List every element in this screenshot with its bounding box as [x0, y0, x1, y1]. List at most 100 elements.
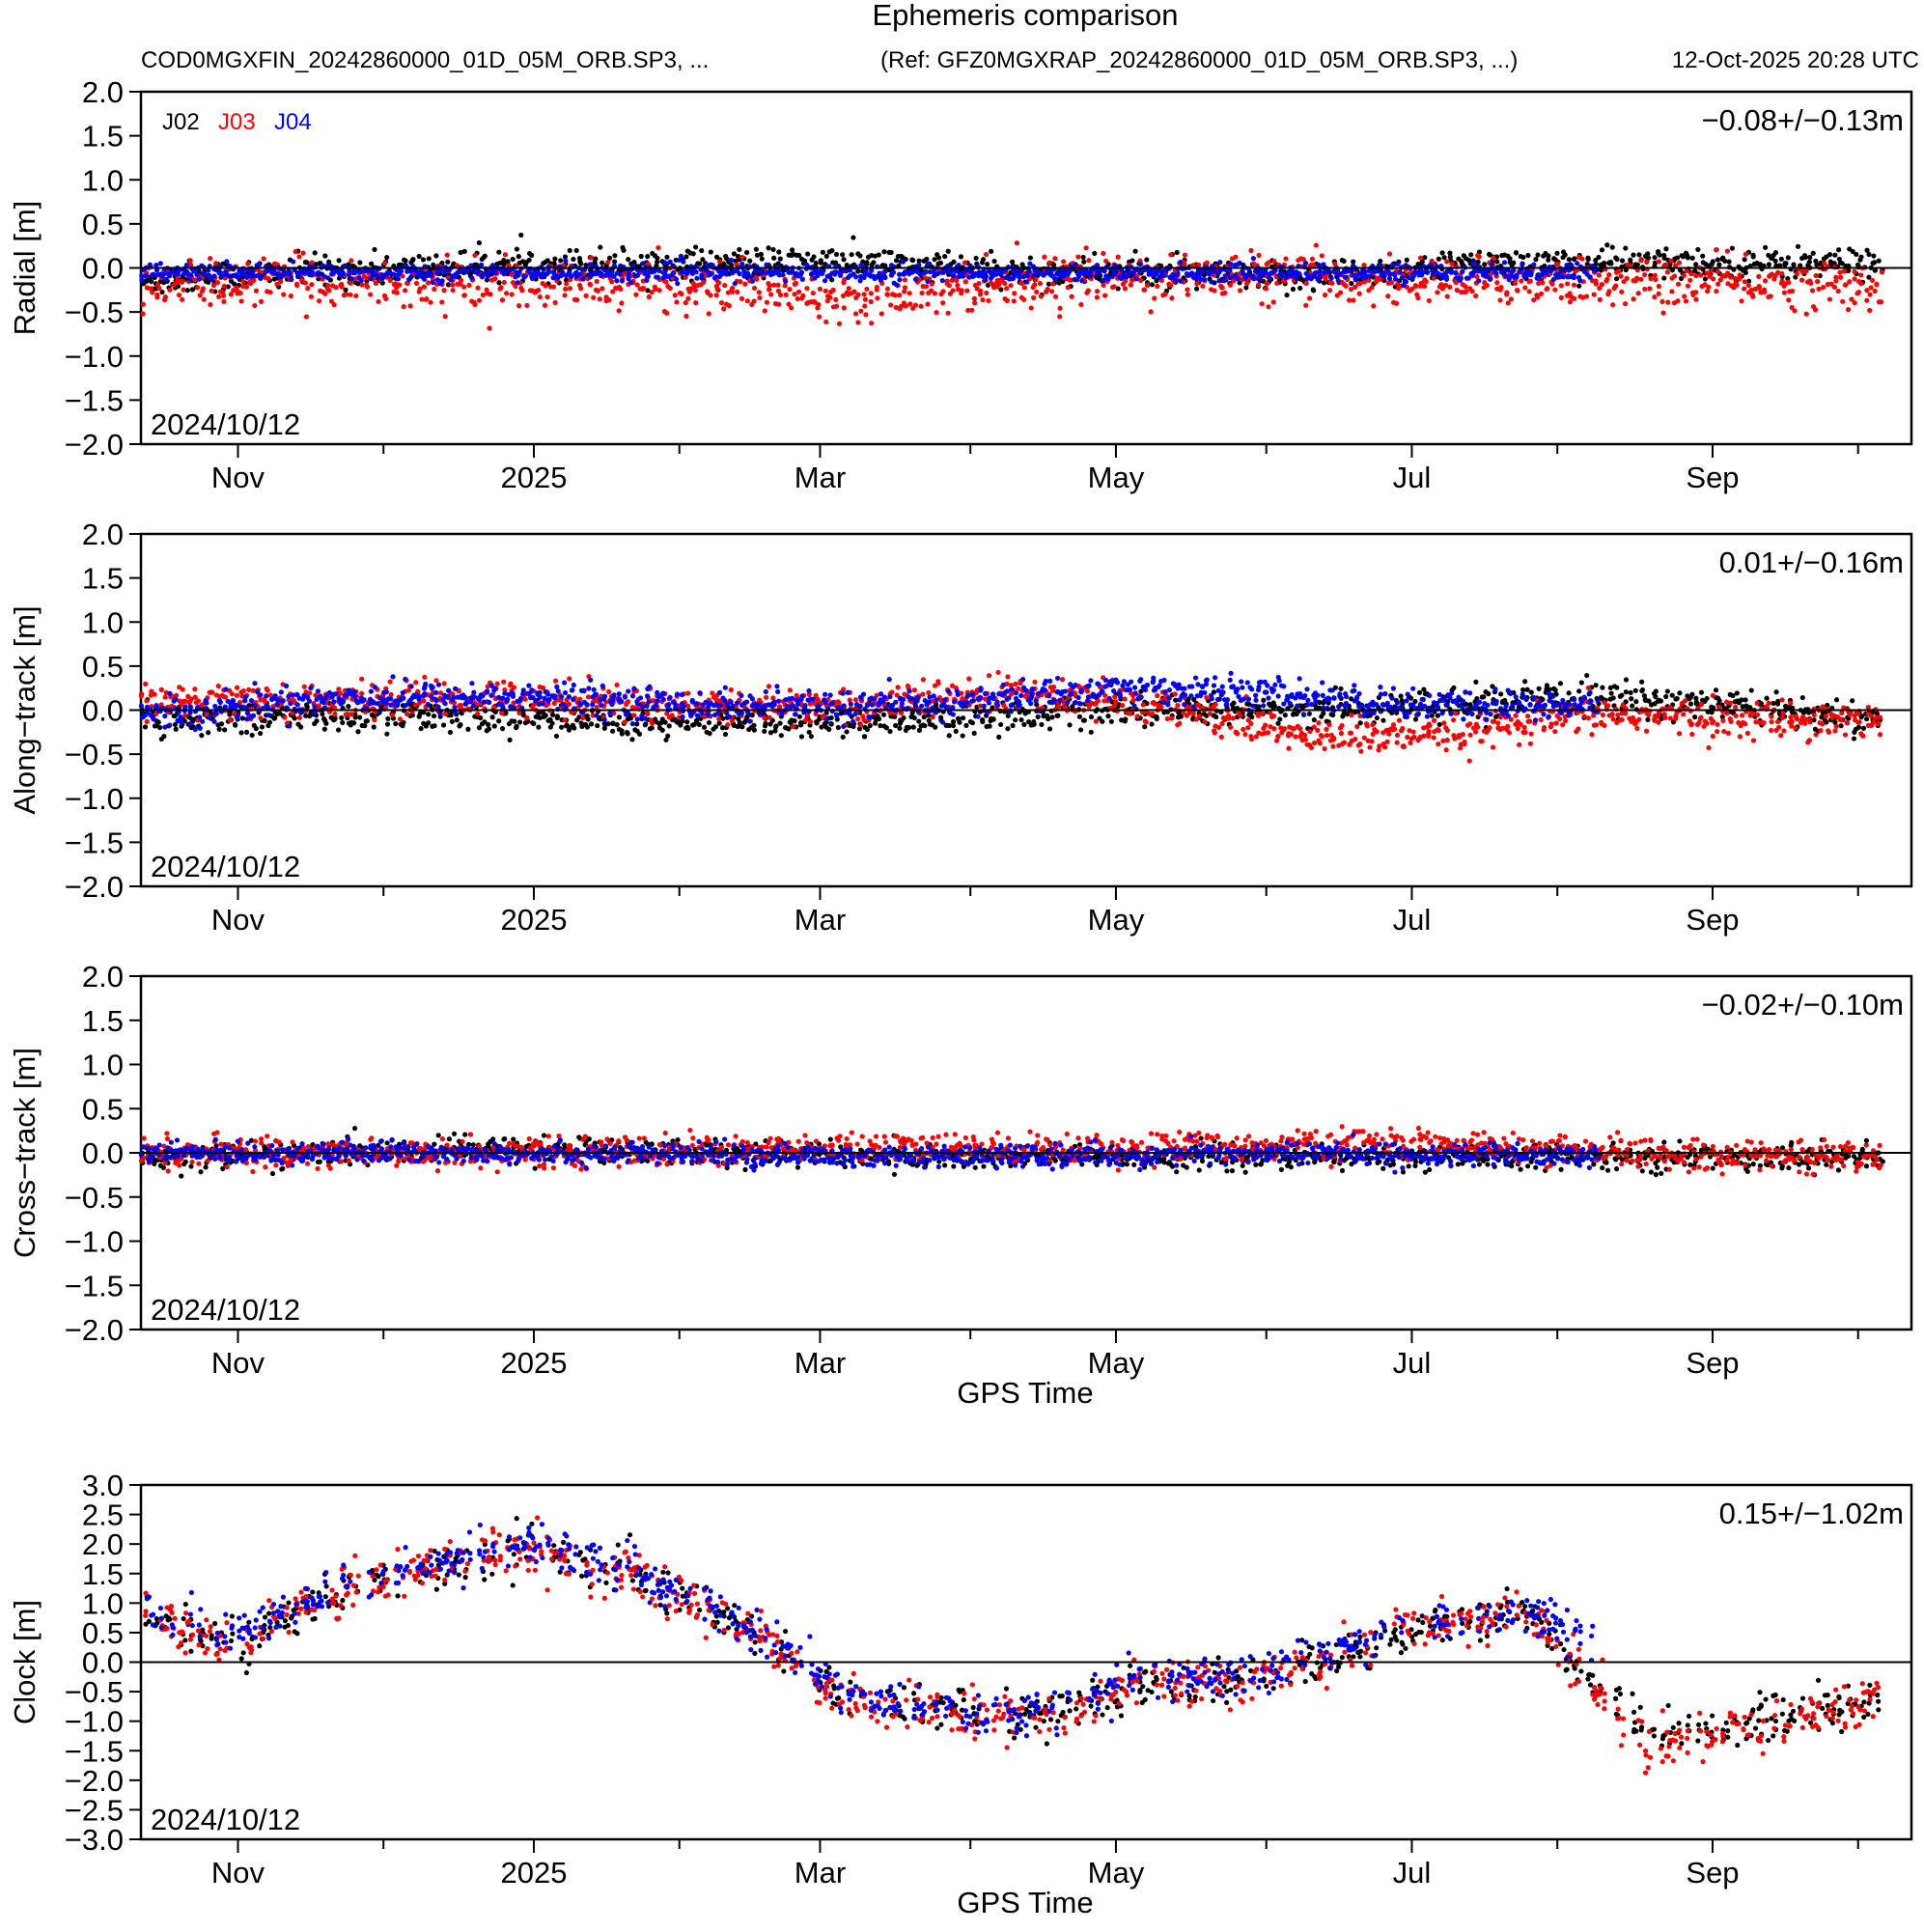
data-point: [1743, 269, 1748, 275]
data-point: [357, 260, 363, 266]
data-point: [206, 730, 211, 736]
data-point: [1597, 296, 1603, 302]
data-point: [1401, 282, 1407, 289]
data-point: [425, 280, 432, 286]
chart-title: Ephemeris comparison: [872, 0, 1178, 32]
data-point: [298, 277, 305, 283]
data-point: [925, 261, 931, 266]
data-point: [1052, 294, 1059, 299]
data-point: [681, 259, 686, 265]
data-point: [447, 729, 454, 736]
data-point: [1610, 695, 1616, 701]
data-point: [1227, 275, 1233, 281]
y-tick-label: 2.0: [82, 75, 124, 109]
data-point: [418, 267, 424, 273]
data-point: [343, 292, 349, 297]
data-point: [1392, 276, 1399, 282]
data-point: [1693, 695, 1699, 701]
data-point: [1190, 263, 1196, 268]
data-point: [1597, 285, 1603, 291]
data-point: [149, 278, 154, 285]
data-point: [323, 720, 329, 726]
data-point: [1661, 275, 1667, 281]
data-point: [184, 288, 190, 294]
data-point: [713, 293, 719, 298]
data-point: [1055, 713, 1061, 718]
data-point: [140, 301, 146, 307]
data-point: [142, 724, 149, 730]
data-point: [498, 285, 504, 291]
data-point: [1474, 273, 1480, 280]
data-point: [1768, 294, 1773, 299]
data-point: [515, 280, 520, 286]
data-point: [933, 724, 938, 730]
data-point: [1825, 281, 1830, 288]
data-point: [1732, 275, 1738, 282]
data-point: [1395, 261, 1401, 266]
y-tick-label: −1.5: [65, 383, 124, 417]
data-point: [911, 714, 917, 721]
data-point: [627, 280, 634, 286]
data-point: [458, 249, 463, 256]
data-point: [1513, 249, 1520, 256]
data-point: [474, 262, 480, 267]
data-point: [771, 255, 777, 261]
data-point: [898, 253, 905, 259]
data-point: [1303, 280, 1309, 286]
data-point: [536, 724, 542, 730]
data-point: [349, 712, 354, 717]
data-point: [419, 296, 425, 302]
data-point: [1169, 295, 1175, 301]
data-point: [849, 252, 854, 258]
data-point: [549, 720, 555, 726]
data-point: [1454, 287, 1460, 294]
data-point: [199, 733, 205, 739]
data-point: [583, 293, 589, 298]
data-point: [1813, 258, 1819, 265]
data-point: [352, 714, 358, 720]
data-point: [792, 718, 797, 724]
data-point: [683, 299, 688, 306]
data-point: [1328, 275, 1334, 281]
data-point: [798, 269, 805, 275]
data-point: [316, 271, 321, 278]
y-tick-label: −1.0: [65, 340, 124, 374]
data-point: [1846, 267, 1852, 273]
data-point: [1123, 278, 1129, 284]
data-point: [1429, 258, 1435, 264]
data-point: [990, 716, 996, 722]
x-tick-label: Mar: [795, 461, 846, 494]
data-point: [516, 710, 522, 715]
data-point: [619, 300, 625, 306]
data-point: [939, 277, 945, 284]
data-point: [266, 719, 273, 725]
data-point: [1235, 276, 1241, 282]
data-point: [741, 719, 747, 725]
data-point: [1473, 293, 1479, 299]
data-point: [980, 273, 986, 280]
data-point: [610, 728, 616, 734]
data-point: [1807, 254, 1813, 261]
data-point: [1078, 727, 1084, 733]
data-point: [531, 720, 537, 726]
data-point: [822, 720, 828, 727]
data-point: [893, 258, 900, 264]
data-point: [1619, 692, 1625, 698]
data-point: [448, 277, 454, 283]
data-point: [1491, 255, 1496, 261]
data-point: [1501, 260, 1508, 266]
data-point: [1462, 289, 1467, 295]
data-point: [608, 269, 615, 275]
data-point: [664, 254, 670, 260]
data-point: [710, 263, 715, 268]
data-point: [274, 281, 280, 288]
data-point: [1505, 300, 1511, 306]
data-point: [850, 235, 856, 240]
data-point: [1681, 254, 1687, 260]
data-point: [663, 279, 669, 285]
data-point: [1351, 259, 1356, 265]
data-point: [423, 723, 429, 729]
data-point: [1259, 301, 1265, 307]
data-point: [552, 678, 559, 684]
data-point: [387, 679, 393, 685]
